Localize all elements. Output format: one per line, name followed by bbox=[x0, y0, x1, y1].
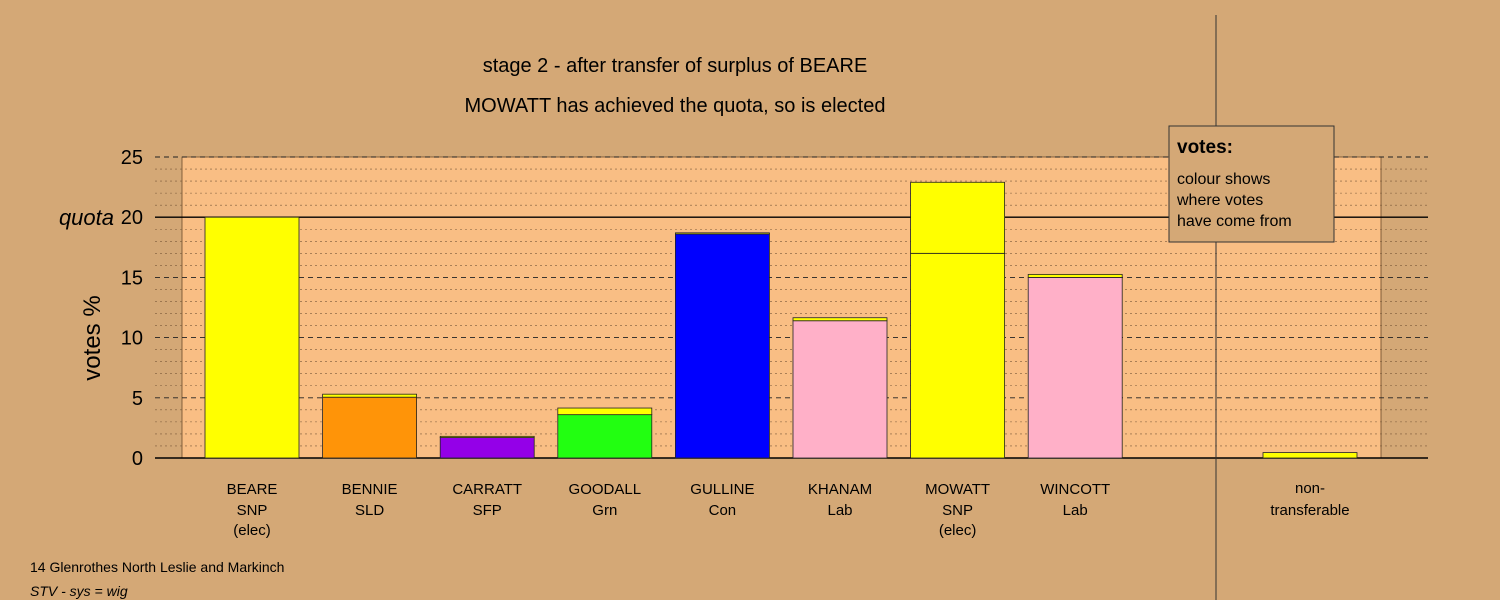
footer-system: STV - sys = wig bbox=[30, 583, 128, 599]
candidate-name: GOODALL bbox=[569, 481, 642, 498]
y-tick-label: 5 bbox=[132, 388, 143, 410]
x-axis-labels: BEARE SNP (elec) BENNIE SLD CARRATT SFP GOODALL… bbox=[227, 480, 1350, 539]
nontransferable-label-1: non- bbox=[1295, 480, 1325, 497]
candidate-name: KHANAM bbox=[808, 481, 872, 498]
candidate-party: Grn bbox=[592, 502, 617, 519]
candidate-party: SFP bbox=[473, 502, 502, 519]
candidate-party: SNP bbox=[942, 502, 973, 519]
chart-title: stage 2 - after transfer of surplus of B… bbox=[483, 55, 868, 77]
candidate-party: Con bbox=[709, 502, 737, 519]
y-tick-label: 10 bbox=[121, 328, 143, 350]
bar-segment bbox=[557, 414, 653, 459]
bar-segment bbox=[439, 437, 535, 459]
bar-segment bbox=[204, 216, 300, 459]
bar-segment bbox=[792, 320, 888, 459]
candidate-party: Lab bbox=[827, 502, 852, 519]
y-tick-label: 0 bbox=[132, 448, 143, 470]
legend-title: votes: bbox=[1177, 137, 1233, 158]
nontransferable-bar bbox=[1262, 452, 1358, 459]
chart-subtitle: MOWATT has achieved the quota, so is ele… bbox=[465, 95, 886, 117]
legend-line-2: where votes bbox=[1176, 192, 1263, 209]
y-axis: 0 5 10 15 20 25 quota bbox=[59, 147, 143, 470]
bar-segment bbox=[322, 396, 418, 459]
candidate-party: Lab bbox=[1063, 502, 1088, 519]
bar-segment bbox=[675, 233, 770, 459]
legend-line-3: have come from bbox=[1177, 213, 1292, 230]
candidate-party: SLD bbox=[355, 502, 384, 519]
candidate-party: SNP bbox=[237, 502, 268, 519]
candidate-name: BEARE bbox=[227, 481, 278, 498]
candidate-name: CARRATT bbox=[452, 481, 522, 498]
candidate-name: BENNIE bbox=[342, 481, 398, 498]
bar-segment bbox=[557, 407, 653, 416]
legend-box bbox=[1168, 125, 1335, 243]
candidate-name: MOWATT bbox=[925, 481, 990, 498]
footer-ward: 14 Glenrothes North Leslie and Markinch bbox=[30, 559, 284, 575]
candidate-name: WINCOTT bbox=[1040, 481, 1110, 498]
bar-segment bbox=[675, 232, 770, 235]
candidate-status: (elec) bbox=[939, 522, 977, 539]
candidate-status: (elec) bbox=[233, 522, 271, 539]
nontransferable-label-2: transferable bbox=[1270, 502, 1349, 519]
bar-segment bbox=[439, 435, 535, 438]
y-tick-label: 15 bbox=[121, 267, 143, 289]
bar-segment bbox=[322, 393, 418, 398]
y-axis-label: votes % bbox=[79, 295, 106, 380]
quota-label: quota bbox=[59, 205, 114, 230]
bar-segment bbox=[1027, 276, 1123, 459]
bar-segment bbox=[910, 181, 1005, 254]
y-tick-label: 20 bbox=[121, 207, 143, 229]
legend: votes: colour shows where votes have com… bbox=[1168, 125, 1335, 243]
candidate-name: GULLINE bbox=[690, 481, 754, 498]
bar-segment bbox=[1027, 273, 1123, 278]
legend-line-1: colour shows bbox=[1177, 171, 1270, 188]
bar-segment bbox=[792, 317, 888, 322]
bar-segment bbox=[910, 252, 1005, 459]
y-tick-label: 25 bbox=[121, 147, 143, 169]
bars bbox=[204, 181, 1358, 459]
